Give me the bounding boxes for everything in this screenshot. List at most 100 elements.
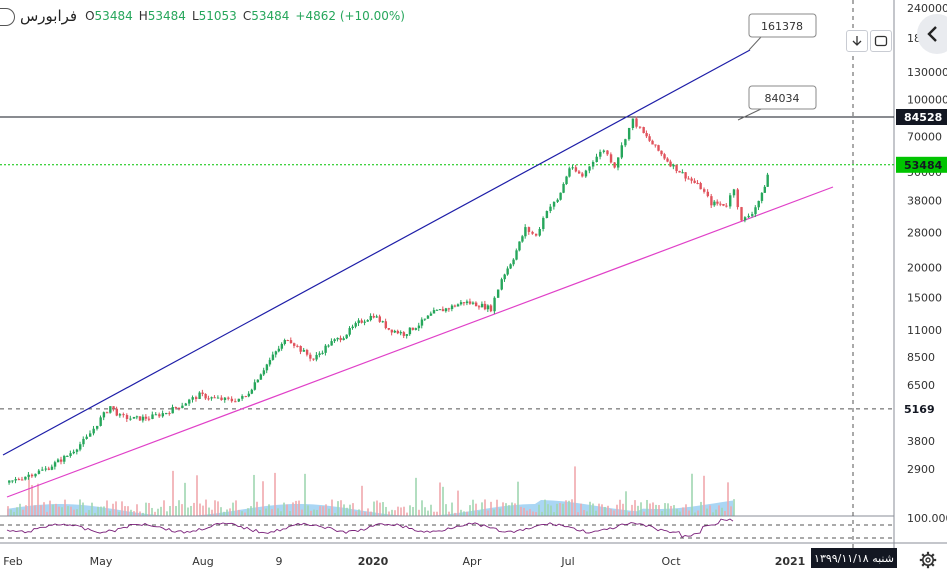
candle-body	[345, 334, 348, 339]
candle-body	[132, 416, 136, 419]
volume-bar	[565, 500, 567, 516]
volume-bar	[430, 504, 432, 516]
fullscreen-button[interactable]	[870, 30, 892, 52]
volume-bar	[457, 490, 459, 516]
candle-body	[237, 398, 241, 402]
candle-body	[286, 340, 289, 342]
candle-body	[390, 329, 394, 333]
candle-body	[595, 156, 598, 163]
volume-bar	[340, 500, 342, 516]
volume-bar	[706, 508, 708, 516]
volume-bar	[16, 507, 18, 516]
candle-body	[399, 332, 403, 334]
price-label-lower: 5169	[904, 403, 935, 416]
candle-body	[171, 407, 174, 414]
candle-body	[174, 407, 178, 409]
volume-bar	[82, 502, 84, 516]
volume-bar	[223, 511, 225, 516]
volume-bar	[547, 504, 549, 516]
candle-body	[751, 214, 754, 216]
volume-bar	[532, 511, 534, 516]
candle-body	[606, 150, 609, 155]
volume-layer	[7, 466, 735, 516]
candle-body	[177, 407, 181, 409]
volume-bar	[511, 502, 513, 516]
volume-bar	[103, 506, 105, 516]
volume-bar	[424, 507, 426, 516]
channel-lower-trendline	[6, 186, 834, 498]
volume-bar	[127, 506, 129, 516]
volume-bar	[586, 511, 588, 516]
volume-bar	[124, 506, 126, 516]
volume-bar	[55, 503, 57, 516]
volume-bar	[370, 511, 372, 516]
candle-body	[503, 274, 506, 280]
candle-body	[438, 309, 442, 311]
candle-body	[384, 321, 388, 329]
indicator-pane	[0, 518, 894, 539]
candle-body	[512, 259, 515, 265]
candle-body	[309, 354, 312, 359]
candle-body	[538, 228, 541, 236]
callouts-layer: 161378 84034	[737, 13, 817, 121]
candle-body	[333, 339, 336, 342]
price-tick-label: 3800	[907, 435, 935, 448]
candle-body	[663, 154, 666, 159]
volume-bar	[418, 509, 420, 516]
price-tick-label: 15000	[907, 292, 942, 305]
volume-bar	[595, 510, 597, 516]
volume-bar	[484, 499, 486, 516]
volume-bar	[442, 486, 444, 516]
price-label-upper: 84528	[904, 111, 942, 124]
volume-bar	[475, 503, 477, 516]
volume-bar	[292, 502, 294, 516]
candle-body	[118, 414, 122, 416]
price-tick-label: 6500	[907, 379, 935, 392]
time-tick-label: May	[90, 555, 113, 568]
candle-body	[280, 343, 284, 349]
volume-bar	[349, 504, 351, 516]
candle-body	[321, 352, 324, 354]
volume-bar	[655, 504, 657, 516]
candle-body	[305, 349, 309, 355]
crosshair-date-label: شنبه ۱۳۹۹/۱۱/۱۸	[811, 548, 897, 568]
volume-bar	[367, 508, 369, 516]
volume-bar	[601, 504, 603, 516]
candle-body	[79, 444, 82, 450]
symbol-name[interactable]: فرابورس	[20, 7, 78, 25]
candle-body	[444, 308, 448, 312]
volume-bar	[538, 504, 540, 516]
legend-bar: فرابورس O 53484 H 53484 L 51053 C 53484 +486…	[0, 6, 411, 26]
volume-bar	[400, 507, 402, 516]
volume-bar	[661, 511, 663, 516]
price-tick-label: 28000	[907, 226, 942, 239]
candle-body	[620, 145, 624, 158]
candle-body	[357, 320, 360, 324]
low-label: L	[191, 9, 199, 23]
candle-body	[27, 474, 30, 477]
candle-body	[369, 315, 372, 321]
time-tick-label: 2021	[775, 555, 806, 568]
callout-upper: 161378	[761, 20, 803, 33]
volume-bar	[133, 511, 135, 516]
settings-button[interactable]	[917, 549, 939, 571]
volume-bar	[244, 512, 246, 516]
panel-toggle-button[interactable]	[917, 14, 947, 54]
candle-body	[82, 438, 85, 445]
volume-bar	[373, 501, 375, 516]
candle-body	[324, 345, 327, 353]
candle-body	[678, 171, 681, 173]
candle-body	[489, 305, 493, 312]
volume-bar	[139, 511, 141, 516]
volume-bar	[328, 508, 330, 516]
price-tick-label: 70000	[907, 131, 942, 144]
volume-bar	[379, 502, 381, 516]
candle-body	[599, 151, 602, 157]
price-tick-label: 100000	[907, 93, 947, 106]
arrow-down-button[interactable]	[846, 30, 868, 52]
candle-body	[408, 327, 412, 335]
volume-bar	[202, 505, 204, 516]
price-tick-label: 240000	[907, 2, 947, 15]
volume-bar	[628, 512, 630, 516]
